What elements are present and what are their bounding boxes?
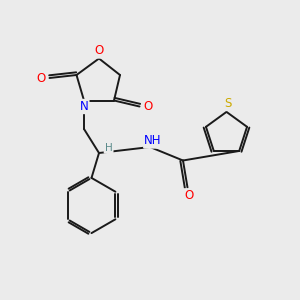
Text: O: O bbox=[143, 100, 152, 113]
Text: O: O bbox=[184, 189, 194, 203]
Text: NH: NH bbox=[144, 134, 162, 148]
Text: H: H bbox=[105, 142, 112, 153]
Text: O: O bbox=[94, 44, 103, 58]
Text: N: N bbox=[80, 100, 88, 113]
Text: S: S bbox=[224, 97, 232, 110]
Text: O: O bbox=[37, 71, 46, 85]
